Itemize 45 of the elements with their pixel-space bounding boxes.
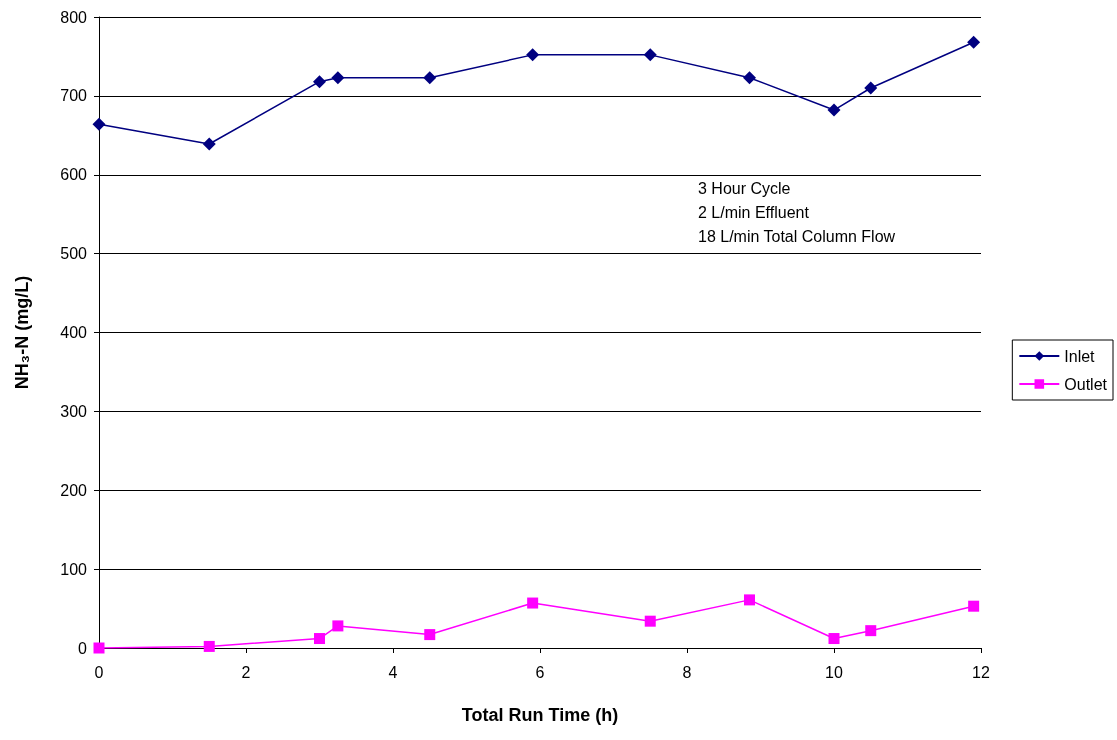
point [424, 629, 436, 641]
y-axis-title: NH₃-N (mg/L) [12, 275, 32, 390]
annotation: 2 L/min Effluent [698, 203, 810, 221]
x-tick-label: 4 [388, 663, 398, 681]
point [742, 71, 756, 85]
point [202, 137, 216, 151]
y-tick-label: 300 [60, 402, 88, 420]
point [93, 642, 105, 654]
point [743, 594, 755, 606]
point [967, 35, 981, 49]
point [968, 600, 980, 612]
legend-label: Outlet [1064, 375, 1108, 393]
annotation: 3 Hour Cycle [698, 179, 791, 197]
y-tick-label: 0 [78, 639, 88, 657]
point [527, 597, 539, 609]
x-tick-label: 10 [825, 663, 843, 681]
point [203, 640, 215, 652]
point [827, 103, 841, 117]
point [92, 117, 106, 131]
x-tick-label: 8 [682, 663, 692, 681]
x-tick-label: 6 [535, 663, 545, 681]
point [828, 633, 840, 645]
x-tick-label: 12 [972, 663, 990, 681]
point [526, 48, 540, 62]
y-tick-label: 600 [60, 166, 88, 184]
point [643, 48, 657, 62]
y-tick-label: 100 [60, 560, 88, 578]
y-tick-label: 200 [60, 481, 88, 499]
point [644, 615, 656, 627]
legend-label: Inlet [1064, 347, 1096, 365]
y-tick-label: 800 [60, 8, 88, 26]
point [864, 81, 878, 95]
y-tick-label: 400 [60, 324, 88, 341]
x-tick-label: 0 [94, 663, 104, 681]
y-tick-label: 500 [60, 245, 88, 263]
annotation: 18 L/min Total Column Flow [698, 227, 896, 245]
x-axis-title: Total Run Time (h) [461, 705, 619, 725]
point [331, 71, 345, 85]
y-tick-label: 700 [60, 87, 88, 105]
x-tick-label: 2 [241, 663, 251, 681]
point [865, 625, 877, 637]
point [313, 75, 326, 89]
point [314, 633, 325, 645]
point [332, 620, 344, 632]
point [423, 71, 437, 85]
